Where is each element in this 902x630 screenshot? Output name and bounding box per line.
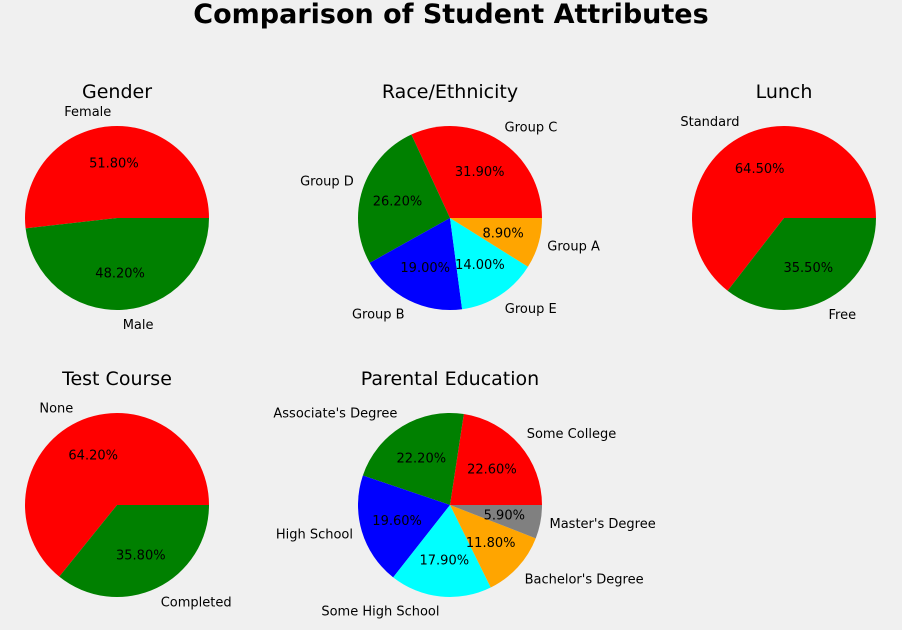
category-label-high-school: High School [276,527,353,542]
pie-slice-free [727,218,876,310]
figure-title: Comparison of Student Attributes [193,0,709,30]
pct-label-none: 64.20% [68,449,118,464]
pct-label-group-c: 31.90% [455,165,505,180]
category-label-group-e: Group E [505,302,557,317]
category-label-master-s-degree: Master's Degree [550,517,656,532]
chart-title-gender: Gender [82,81,152,103]
pie-slice-group-b [369,218,463,310]
chart-title-race-ethnicity: Race/Ethnicity [382,81,518,103]
pie-chart-parental-education: Parental Education 22.60% Some College 22.2… [273,368,655,620]
pct-label-male: 48.20% [95,267,145,282]
category-label-group-d: Group D [300,175,354,190]
pie-slice-standard [691,125,876,291]
category-label-group-b: Group B [352,308,405,323]
pct-label-high-school: 19.60% [372,514,422,529]
category-label-completed: Completed [161,595,232,610]
category-label-some-high-school: Some High School [321,605,439,620]
pie-chart-lunch: Lunch 64.50% Standard 35.50% Free [680,81,876,323]
pie-slice-bachelor-s-degree [450,505,536,588]
pct-label-free: 35.50% [784,261,834,276]
category-label-bachelor-s-degree: Bachelor's Degree [525,572,644,587]
chart-title-test-course: Test Course [61,368,172,390]
pct-label-group-a: 8.90% [482,227,523,242]
pct-label-standard: 64.50% [735,162,785,177]
pie-slice-group-d [357,134,450,263]
pie-chart-test-course: Test Course 64.20% None 35.80% Completed [24,368,232,610]
pie-slice-associate-s-degree [362,412,464,505]
pie-slice-some-college [450,414,542,505]
pct-label-female: 51.80% [89,156,139,171]
pie-slice-completed [59,505,209,598]
pct-label-group-b: 19.00% [400,261,450,276]
pie-slice-high-school [358,475,450,578]
category-label-free: Free [829,308,857,323]
pct-label-some-college: 22.60% [467,463,517,478]
pie-slice-group-c [411,125,542,218]
pie-slice-female [24,125,209,229]
pct-label-some-high-school: 17.90% [420,553,470,568]
pct-label-group-d: 26.20% [373,194,423,209]
category-label-standard: Standard [680,115,739,130]
category-label-none: None [39,402,73,417]
category-label-associate-s-degree: Associate's Degree [273,407,397,422]
chart-title-lunch: Lunch [756,81,813,103]
pct-label-associate-s-degree: 22.20% [397,451,447,466]
category-label-male: Male [123,318,154,333]
pie-chart-gender: Gender 51.80% Female 48.20% Male [24,81,210,333]
pie-slice-group-a [450,218,543,267]
category-label-female: Female [64,105,111,120]
pie-chart-race-ethnicity: Race/Ethnicity 31.90% Group C 26.20% Group D… [300,81,600,323]
pct-label-bachelor-s-degree: 11.80% [466,536,516,551]
category-label-group-a: Group A [547,239,600,254]
pie-slice-male [25,218,210,310]
pie-slice-some-high-school [393,505,491,597]
pct-label-master-s-degree: 5.90% [484,509,525,524]
pct-label-completed: 35.80% [116,548,166,563]
category-label-group-c: Group C [505,121,558,136]
category-label-some-college: Some College [527,427,617,442]
pie-slice-master-s-degree [450,505,542,539]
pie-slice-group-e [450,218,528,310]
pie-slice-none [24,413,209,577]
pct-label-group-e: 14.00% [455,258,505,273]
chart-title-parental-education: Parental Education [361,368,539,390]
